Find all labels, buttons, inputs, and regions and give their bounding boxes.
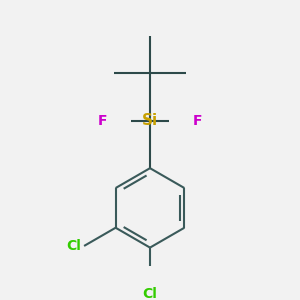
- Text: F: F: [98, 113, 107, 128]
- Text: Cl: Cl: [142, 287, 158, 300]
- Text: Cl: Cl: [66, 239, 81, 253]
- Text: Si: Si: [142, 113, 158, 128]
- Text: F: F: [193, 113, 202, 128]
